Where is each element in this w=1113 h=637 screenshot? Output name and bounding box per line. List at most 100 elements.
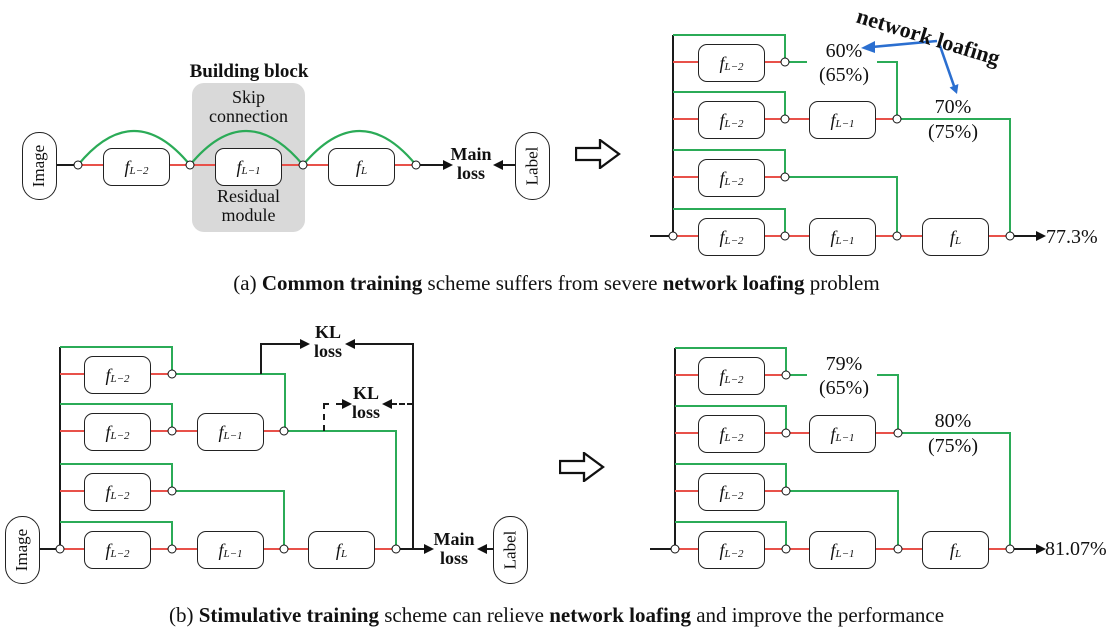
module-f-L-2: f L−2 <box>698 415 765 453</box>
acc-subnet1-ensemble: (65%) <box>819 377 869 399</box>
kl-branch-dashed-line <box>323 403 342 405</box>
module-f-L-1: f L−1 <box>197 413 264 451</box>
green-line <box>990 432 1010 434</box>
acc-full-stimulative: 81.07% <box>1045 538 1107 560</box>
module-f-L-2: f L−2 <box>84 531 151 569</box>
skip-arcs <box>77 130 417 166</box>
green-line <box>1009 118 1011 237</box>
node-circle <box>185 160 195 170</box>
skip-line <box>675 347 786 349</box>
node-circle <box>298 160 308 170</box>
skip-connection-label: Skip connection <box>209 87 288 126</box>
node-circle <box>670 544 680 554</box>
label-node: Label <box>515 132 550 200</box>
trunk-line <box>674 348 676 549</box>
arrowhead-right-icon <box>342 399 352 409</box>
skip-line <box>60 463 172 465</box>
arrowhead-left-icon <box>477 544 487 554</box>
node-circle <box>167 369 177 379</box>
green-line <box>172 373 285 375</box>
skip-line <box>675 521 786 523</box>
skip-line <box>673 149 785 151</box>
skip-line <box>785 521 787 549</box>
kl-loss-label: KL loss <box>351 383 380 422</box>
output-feedback-line <box>412 343 414 549</box>
module-f-L-1: f L−1 <box>809 218 876 256</box>
green-line <box>785 61 807 63</box>
label-node: Label <box>493 516 528 584</box>
black-line <box>396 548 424 550</box>
acc-subnet2: 80% <box>934 410 972 432</box>
green-line <box>897 490 899 549</box>
acc-subnet1: 79% <box>825 353 863 375</box>
node-circle <box>167 544 177 554</box>
node-circle <box>279 426 289 436</box>
kl-branch-line <box>260 343 300 345</box>
module-f-L-1: f L−1 <box>215 148 282 186</box>
skip-line <box>171 346 173 374</box>
arrowhead-right-icon <box>424 544 434 554</box>
green-line <box>395 430 397 549</box>
node-circle <box>391 544 401 554</box>
implies-arrow-icon <box>575 139 621 169</box>
acc-subnet2-ensemble: (75%) <box>928 121 978 143</box>
skip-line <box>675 463 786 465</box>
black-line <box>38 548 60 550</box>
acc-full-common: 77.3% <box>1046 226 1098 248</box>
blue-arrows-icon <box>861 39 959 94</box>
node-circle <box>893 428 903 438</box>
module-f-L-1: f L−1 <box>809 415 876 453</box>
module-f-L-1: f L−1 <box>809 101 876 139</box>
node-circle <box>167 486 177 496</box>
node-circle <box>55 544 65 554</box>
kl-loss-label: KL loss <box>313 322 342 361</box>
node-circle <box>780 114 790 124</box>
caption-a: (a) Common training scheme suffers from … <box>233 271 880 295</box>
green-line <box>990 118 1010 120</box>
green-line <box>172 490 284 492</box>
skip-line <box>784 91 786 119</box>
black-line <box>354 343 414 345</box>
main-loss-label: Main loss <box>433 529 475 568</box>
arrowhead-left-icon <box>382 399 392 409</box>
node-circle <box>411 160 421 170</box>
node-circle <box>893 544 903 554</box>
module-f-L-2: f L−2 <box>84 473 151 511</box>
green-line <box>1009 432 1011 549</box>
skip-line <box>60 346 172 348</box>
acc-subnet1-ensemble: (65%) <box>819 64 869 86</box>
node-circle <box>1005 231 1015 241</box>
green-line <box>896 61 898 119</box>
node-circle <box>781 370 791 380</box>
black-line <box>650 548 675 550</box>
trunk-line <box>672 35 674 236</box>
skip-line <box>673 34 785 36</box>
building-block-label: Building block <box>189 61 309 82</box>
arrowhead-right-icon <box>1036 231 1046 241</box>
node-circle <box>167 426 177 436</box>
skip-line <box>785 463 787 491</box>
node-circle <box>668 231 678 241</box>
module-f-L-2: f L−2 <box>698 357 765 395</box>
green-line <box>785 176 897 178</box>
module-f-L-2: f L−2 <box>698 531 765 569</box>
node-circle <box>73 160 83 170</box>
acc-subnet1: 60% <box>825 40 863 62</box>
module-f-L-2: f L−2 <box>103 148 170 186</box>
node-circle <box>1005 544 1015 554</box>
trunk-line <box>59 347 61 549</box>
black-line <box>55 164 78 166</box>
arrowhead-right-icon <box>300 339 310 349</box>
node-circle <box>781 544 791 554</box>
module-f-L-2: f L−2 <box>698 44 765 82</box>
skip-line <box>673 208 785 210</box>
green-line <box>284 373 286 431</box>
green-line <box>898 432 990 434</box>
skip-line <box>171 403 173 431</box>
skip-line <box>785 405 787 433</box>
black-line <box>486 548 493 550</box>
